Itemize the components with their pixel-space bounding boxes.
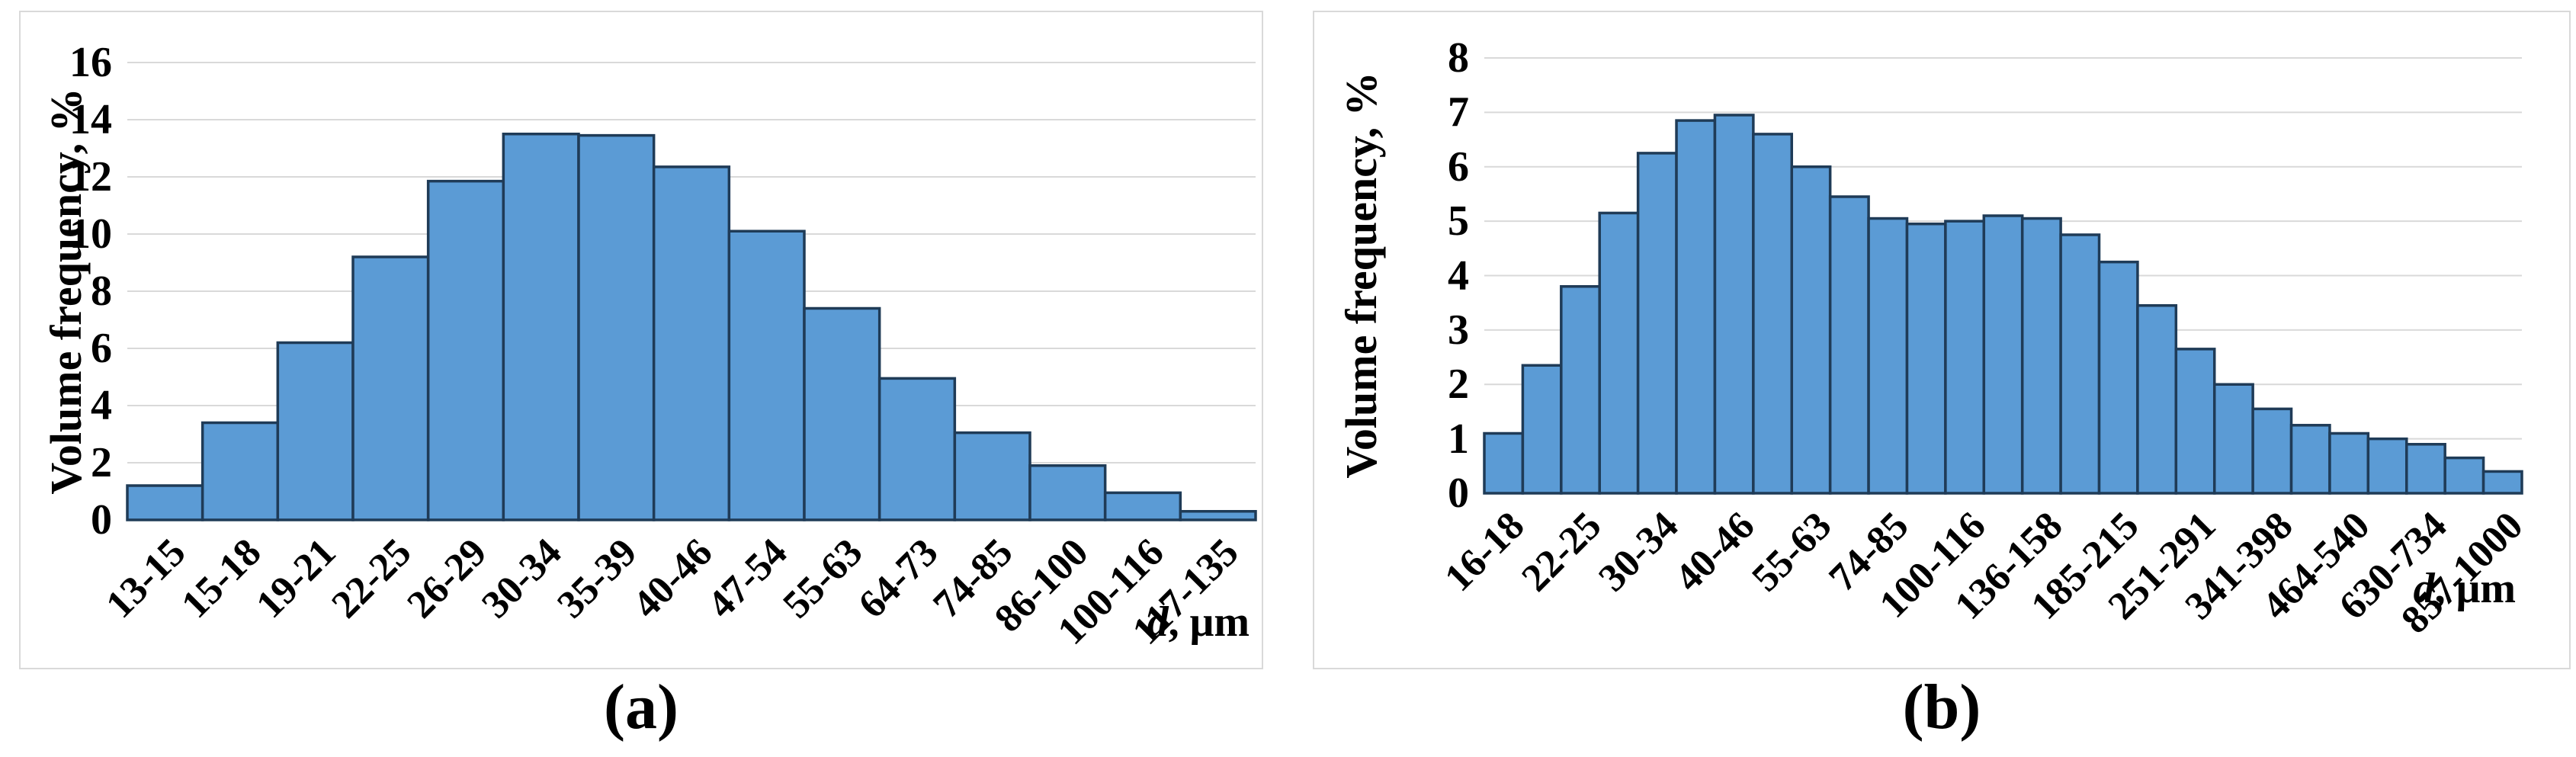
plot-area-a: 0 2 4 6 8 10 12 14 16 13-15 15-18 19-21 22-25 26-29 30…: [69, 41, 1257, 653]
y-tick-label: 14: [69, 96, 112, 143]
bar: [2097, 260, 2139, 495]
chart-canvas-a: [126, 62, 1257, 521]
y-tick-label: 4: [91, 382, 112, 429]
x-tick-label: 35-39: [549, 530, 646, 627]
x-tick-label: 40-46: [1667, 503, 1763, 600]
bar: [2289, 424, 2331, 495]
bar: [1867, 217, 1909, 495]
bar: [276, 341, 354, 521]
bar: [351, 255, 430, 521]
x-tick-label: 16-18: [1436, 503, 1533, 600]
bar: [953, 431, 1031, 521]
x-axis-unit-symbol: d: [1147, 598, 1169, 646]
y-tick-label: 6: [1448, 143, 1469, 191]
bar: [1560, 285, 1601, 495]
bar: [502, 133, 580, 521]
bar: [2251, 407, 2293, 495]
bar: [2174, 348, 2216, 495]
y-tick-label: 8: [91, 268, 112, 315]
y-axis-title: Volume frequency, %: [1336, 72, 1386, 479]
x-tick-label: 55-63: [775, 530, 871, 627]
y-tick-label: 12: [69, 153, 112, 200]
chart-panel-b: Volume frequency, % 0 1 2 3 4 5 6 7 8 16-18 22-25 3…: [1313, 11, 2571, 669]
x-axis-unit: d, μm: [2414, 567, 2516, 610]
x-tick-label: 55-63: [1744, 503, 1840, 600]
bar: [1028, 464, 1107, 521]
bar: [2405, 443, 2446, 495]
y-tick-label: 1: [1448, 415, 1469, 463]
bar: [1521, 364, 1563, 495]
bar: [577, 133, 656, 521]
y-tick-label: 10: [69, 210, 112, 258]
bar: [803, 306, 881, 521]
y-tick-label: 7: [1448, 88, 1469, 136]
y-tick-label: 6: [91, 325, 112, 372]
x-axis-unit: d, μm: [1147, 601, 1250, 643]
y-tick-label: 0: [91, 496, 112, 544]
bar: [1636, 152, 1678, 495]
x-tick-label: 30-34: [473, 530, 570, 627]
bar: [1598, 211, 1640, 495]
x-axis-unit-text: , μm: [2434, 565, 2516, 612]
bar: [2020, 217, 2062, 495]
bar: [2136, 304, 2178, 495]
bar: [1982, 214, 2024, 495]
bar: [2366, 437, 2408, 495]
bar: [1483, 431, 1525, 495]
bar: [1828, 195, 1870, 495]
y-tick-label: 16: [69, 39, 112, 86]
bar: [200, 421, 280, 521]
bar: [2443, 456, 2485, 495]
bar: [2328, 431, 2370, 495]
y-tick-label: 2: [1448, 361, 1469, 409]
x-tick-label: 13-15: [98, 530, 194, 627]
y-tick-label: 2: [91, 439, 112, 486]
x-tick-label: 15-18: [173, 530, 270, 627]
bar: [126, 484, 204, 521]
y-tick-label: 4: [1448, 252, 1469, 300]
bar: [1752, 133, 1794, 495]
x-tick-label: 26-29: [399, 530, 496, 627]
x-tick-label: 22-25: [323, 530, 420, 627]
x-tick-label: 64-73: [850, 530, 947, 627]
bar: [1179, 510, 1257, 521]
bar: [1790, 165, 1832, 495]
chart-panel-a: Volume frequency, % 0 2 4 6 8 10 12 14 16 13-15 15…: [19, 11, 1263, 669]
y-tick-label: 3: [1448, 306, 1469, 354]
x-tick-label: 40-46: [624, 530, 721, 627]
bar: [2481, 470, 2523, 495]
subfigure-caption-b: (b): [1902, 672, 1981, 743]
bar: [2212, 383, 2254, 495]
x-tick-label: 19-21: [248, 530, 345, 627]
x-axis-unit-text: , μm: [1168, 598, 1250, 646]
bar: [877, 377, 957, 521]
x-tick-label: 30-34: [1590, 503, 1687, 600]
bar: [1905, 222, 1947, 495]
bar: [1944, 220, 1986, 495]
plot-area-b: 0 1 2 3 4 5 6 7 8 16-18 22-25 30-34 40-46 55-63 74-85 1…: [1436, 37, 2532, 642]
y-tick-label: 8: [1448, 34, 1469, 82]
bar: [727, 229, 806, 521]
bar: [426, 179, 505, 521]
chart-canvas-b: [1483, 57, 2523, 495]
bar: [1103, 491, 1182, 521]
y-tick-label: 0: [1448, 470, 1469, 517]
bar: [1713, 114, 1755, 495]
y-tick-label: 5: [1448, 197, 1469, 245]
bar: [1675, 119, 1717, 495]
bar: [652, 165, 731, 521]
y-axis-title: Volume frequency, %: [41, 88, 91, 495]
subfigure-caption-a: (a): [604, 672, 678, 743]
x-tick-label: 47-54: [699, 530, 796, 627]
x-axis-unit-symbol: d: [2413, 565, 2435, 612]
bar: [2059, 233, 2101, 495]
x-tick-label: 22-25: [1513, 503, 1610, 600]
